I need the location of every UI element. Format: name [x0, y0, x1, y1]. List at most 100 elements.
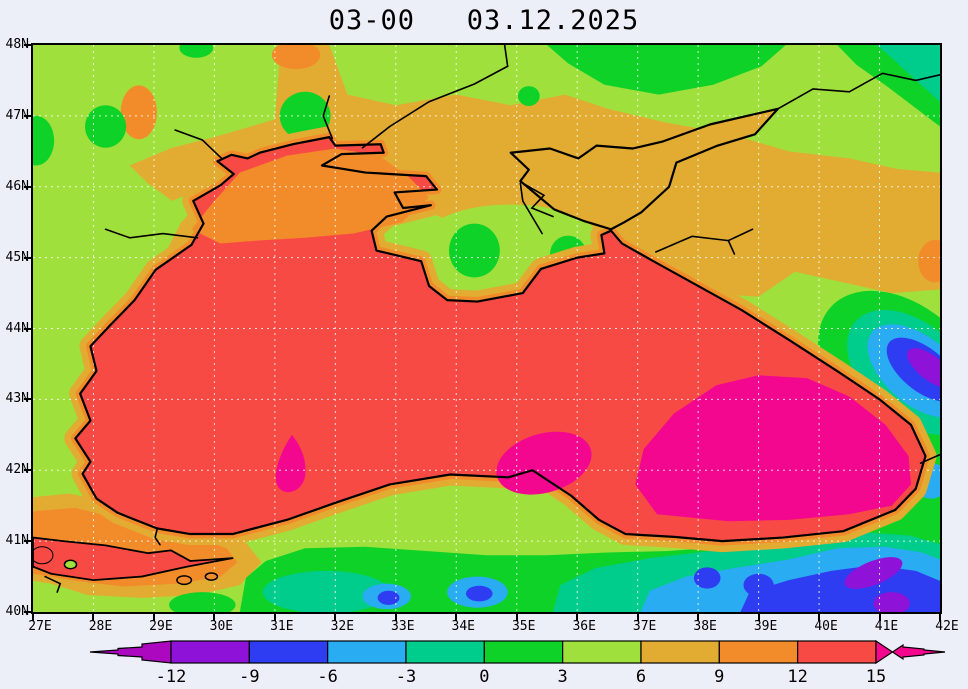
lon-tick-mark — [152, 614, 155, 621]
arabat-spit — [520, 183, 542, 233]
rivers-and-straits — [45, 45, 940, 592]
colorbar-tick-label: -12 — [156, 667, 187, 685]
lat-tick-label: 48N — [5, 37, 29, 52]
marmara-west-islet — [33, 547, 53, 564]
lon-tick-mark — [213, 614, 216, 621]
green-land-patches — [33, 45, 940, 612]
lat-tick-mark — [24, 398, 31, 401]
lat-tick-mark — [24, 114, 31, 117]
bosphorus-strait — [155, 530, 160, 545]
lon-tick-label: 29E — [149, 619, 173, 634]
lat-tick-label: 46N — [5, 178, 29, 194]
colorbar-segment — [170, 640, 250, 664]
lon-tick-mark — [636, 614, 639, 621]
colorbar-tick-label: -9 — [239, 667, 259, 685]
iznik-lake — [177, 576, 192, 585]
sapanca-lake — [205, 573, 217, 580]
lat-tick-label: 47N — [5, 107, 29, 123]
colorbar-tick-label: 9 — [714, 667, 724, 685]
dniester-river — [175, 130, 222, 158]
rioni-river — [921, 455, 940, 464]
danube-river — [106, 229, 198, 238]
colorbar-tick-label: 12 — [787, 667, 807, 685]
lat-tick-label: 44N — [5, 320, 29, 336]
lon-tick-label: 30E — [209, 619, 234, 634]
temperature-field — [33, 45, 940, 612]
lon-tick-label: 35E — [511, 619, 536, 634]
map-plot-area — [31, 43, 942, 614]
colorbar-segment — [640, 640, 720, 664]
kuban-branch — [728, 241, 734, 254]
coastlines — [33, 109, 925, 612]
lon-tick-label: 33E — [391, 619, 415, 634]
lon-tick-label: 41E — [874, 619, 899, 634]
lat-tick-mark — [24, 44, 31, 46]
bug-river — [323, 96, 332, 139]
anatolia-cold-band — [239, 434, 940, 612]
lon-tick-label: 27E — [28, 619, 52, 634]
lat-tick-mark — [24, 611, 31, 613]
lon-tick-mark — [273, 614, 276, 621]
don-river — [778, 73, 940, 108]
lon-tick-label: 32E — [330, 619, 355, 634]
orange-land-spots — [120, 45, 940, 283]
lat-tick-mark — [24, 327, 31, 330]
colorbar-segment — [327, 640, 407, 664]
colorbar-segment — [562, 640, 642, 664]
colorbar-segment — [483, 640, 564, 664]
lon-tick-mark — [455, 614, 458, 621]
lon-tick-label: 28E — [88, 619, 113, 634]
lon-tick-mark — [32, 614, 34, 621]
sivash-lagoon — [523, 183, 553, 216]
map-title: 03-00 03.12.2025 — [328, 5, 640, 36]
colorbar-segments — [170, 640, 877, 664]
lon-tick-mark — [92, 614, 95, 621]
lon-tick-mark — [334, 614, 337, 621]
kuban-river — [656, 229, 753, 252]
lat-tick-label: 45N — [5, 249, 29, 265]
colorbar-segment — [797, 640, 877, 664]
lon-tick-label: 39E — [753, 619, 778, 634]
lon-tick-label: 42E — [935, 619, 959, 634]
colorbar-tick-label: 0 — [479, 667, 489, 685]
lon-tick-label: 40E — [814, 619, 838, 634]
lat-tick-mark — [24, 540, 31, 543]
lat-tick-label: 43N — [5, 391, 29, 407]
colorbar-tick-label: 15 — [866, 667, 886, 685]
marmara-island — [64, 560, 76, 569]
lat-tick-label: 41N — [5, 533, 29, 549]
sea-warm-cores-above-15 — [275, 375, 911, 522]
lon-tick-mark — [878, 614, 881, 621]
colorbar-above-arrow — [875, 639, 946, 665]
ygreen-hole-west — [97, 266, 127, 309]
colorbar-segment — [718, 640, 799, 664]
lat-tick-label: 42N — [5, 462, 29, 478]
dardanelles-strait — [45, 577, 60, 593]
lon-tick-mark — [515, 614, 518, 621]
colorbar-tick-label: 3 — [558, 667, 568, 685]
lat-tick-mark — [24, 469, 31, 472]
degree-gridlines — [33, 45, 940, 612]
lon-tick-mark — [697, 614, 700, 621]
lat-tick-mark — [24, 256, 31, 259]
lon-tick-mark — [818, 614, 821, 621]
lon-tick-label: 37E — [632, 619, 657, 634]
lat-tick-mark — [24, 185, 31, 188]
lon-tick-label: 34E — [451, 619, 475, 634]
lon-tick-mark — [757, 614, 760, 621]
colorbar-legend: -12 -9 -6 -3 0 3 6 9 12 15 — [0, 638, 968, 687]
lon-tick-mark — [576, 614, 579, 621]
colorbar-tick-label: -6 — [317, 667, 337, 685]
dnieper-river — [363, 45, 508, 148]
lon-tick-mark — [939, 614, 941, 621]
lon-tick-label: 38E — [693, 619, 717, 634]
colorbar-tick-label: -3 — [396, 667, 416, 685]
colorbar-segment — [405, 640, 485, 664]
colorbar-segment — [248, 640, 329, 664]
lat-tick-label: 40N — [5, 604, 29, 619]
colorbar-below-arrow — [89, 640, 172, 664]
lon-tick-label: 36E — [572, 619, 596, 634]
colorbar-tick-label: 6 — [636, 667, 646, 685]
lon-tick-label: 31E — [270, 619, 294, 634]
